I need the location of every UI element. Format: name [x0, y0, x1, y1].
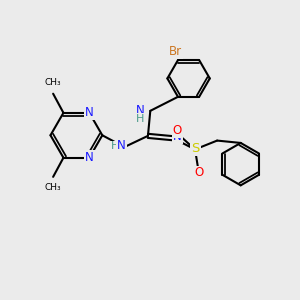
Text: Br: Br: [169, 45, 182, 58]
Text: N: N: [136, 104, 144, 117]
Text: H: H: [111, 142, 119, 152]
Text: H: H: [136, 114, 144, 124]
Text: O: O: [173, 124, 182, 137]
Text: S: S: [191, 142, 200, 155]
Text: N: N: [173, 130, 182, 143]
Text: N: N: [117, 139, 126, 152]
Text: O: O: [195, 167, 204, 179]
Text: CH₃: CH₃: [45, 183, 61, 192]
Text: CH₃: CH₃: [45, 78, 61, 87]
Text: N: N: [85, 151, 94, 164]
Text: N: N: [85, 106, 94, 119]
